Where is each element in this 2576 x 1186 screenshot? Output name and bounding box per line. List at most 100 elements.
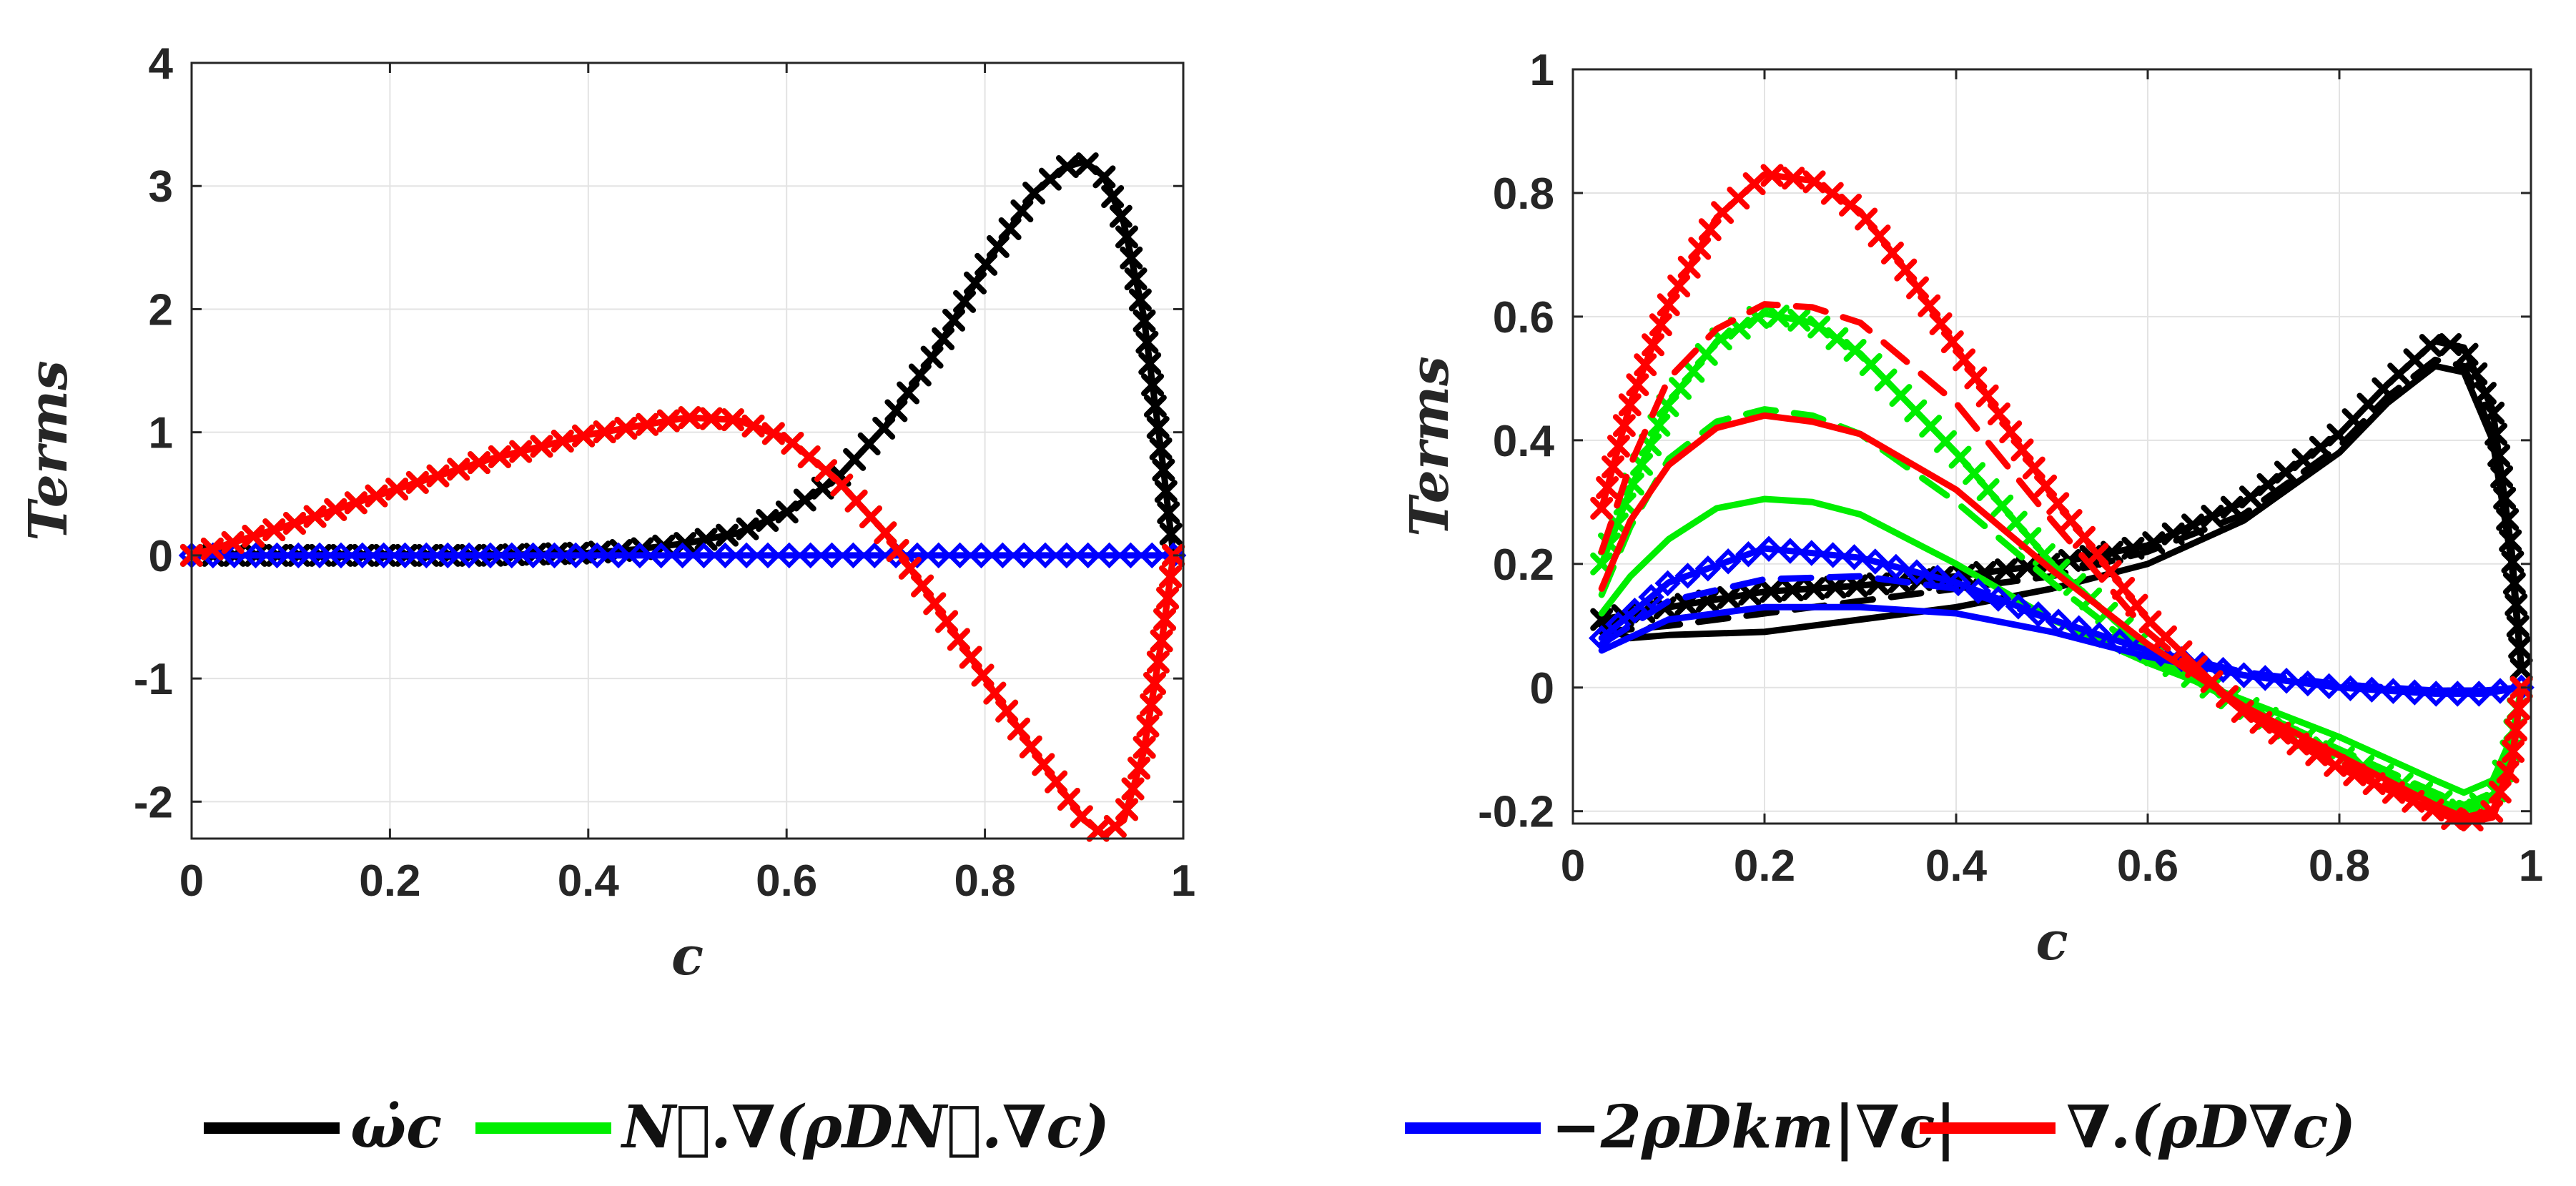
- x-tick-label: 0: [179, 856, 204, 906]
- x-marker: [1642, 333, 1665, 357]
- diamond-marker: [754, 542, 781, 569]
- x-marker: [2309, 435, 2332, 459]
- x-marker: [1782, 167, 1805, 190]
- x-marker: [1124, 267, 1148, 291]
- x-marker: [1132, 736, 1156, 759]
- x-marker: [324, 498, 347, 521]
- y-tick-label: 1: [149, 409, 173, 458]
- x-marker: [1802, 577, 1826, 601]
- diamond-marker: [1714, 548, 1742, 575]
- x-marker: [897, 381, 920, 405]
- x-marker: [1987, 402, 2010, 425]
- x-marker: [1940, 330, 1964, 354]
- x-marker: [1742, 172, 1766, 195]
- diamond-marker: [1096, 542, 1122, 569]
- x-marker: [716, 523, 739, 547]
- x-marker: [1092, 165, 1116, 189]
- x-marker: [811, 476, 834, 500]
- diamond-marker: [2045, 608, 2072, 635]
- x-marker: [1781, 578, 1805, 602]
- y-tick-label: 0.6: [1493, 293, 1554, 342]
- x-marker: [775, 500, 799, 524]
- x-marker: [971, 663, 995, 687]
- x-marker: [1823, 575, 1847, 599]
- x-marker: [953, 290, 977, 313]
- x-marker: [2305, 743, 2329, 766]
- x-marker: [1045, 770, 1068, 794]
- diamond-marker: [1117, 542, 1144, 569]
- x-marker: [1010, 199, 1034, 223]
- diamond-marker: [477, 542, 504, 569]
- diamond-marker: [1841, 544, 1867, 570]
- diamond-marker: [434, 542, 461, 569]
- x-marker: [886, 539, 909, 563]
- x-marker: [2460, 809, 2484, 832]
- x-marker: [636, 412, 659, 436]
- diamond-marker: [413, 542, 440, 569]
- x-marker: [2231, 700, 2254, 723]
- x-marker: [1717, 585, 1740, 609]
- diamond-marker: [2086, 621, 2113, 648]
- diamond-marker: [1882, 553, 1910, 580]
- diamond-marker: [947, 542, 973, 569]
- x-marker: [2382, 781, 2405, 804]
- diamond-marker: [1862, 548, 1889, 575]
- x-marker: [2496, 508, 2520, 531]
- y-tick-label: -0.2: [1478, 788, 1554, 837]
- x-marker: [1618, 393, 1642, 417]
- x-tick-label: 1: [2519, 841, 2543, 891]
- x-marker: [1738, 583, 1762, 606]
- x-marker: [998, 217, 1022, 240]
- x-marker: [2507, 697, 2530, 721]
- x-marker: [1657, 293, 1680, 317]
- x-marker: [2506, 614, 2530, 638]
- diamond-marker: [541, 542, 568, 569]
- x-marker: [2268, 721, 2291, 745]
- x-tick-label: 0.6: [756, 856, 817, 906]
- x-marker: [2324, 753, 2347, 777]
- x-marker: [530, 435, 553, 458]
- x-marker: [1845, 574, 1868, 598]
- diamond-marker: [498, 542, 525, 569]
- diamond-marker: [776, 542, 803, 569]
- diamond-marker: [797, 542, 824, 569]
- x-tick-label: 0.2: [1734, 841, 1795, 891]
- x-marker: [942, 308, 966, 332]
- diamond-marker: [1010, 542, 1037, 569]
- x-marker: [2046, 492, 2070, 515]
- diamond-marker: [691, 542, 717, 569]
- diamond-marker: [1755, 535, 1782, 563]
- x-marker: [1150, 629, 1173, 653]
- diamond-marker: [1139, 542, 1165, 569]
- x-marker: [2496, 760, 2520, 784]
- x-marker: [741, 414, 765, 438]
- x-marker: [2501, 550, 2525, 574]
- x-marker: [2010, 438, 2034, 462]
- x-marker: [1999, 420, 2023, 444]
- x-marker: [1128, 288, 1152, 312]
- x-marker: [242, 525, 265, 548]
- x-marker: [2098, 560, 2122, 583]
- x-marker: [1032, 753, 1055, 776]
- diamond-marker: [520, 542, 546, 569]
- x-marker: [656, 409, 680, 433]
- diamond-marker: [1588, 625, 1615, 651]
- x-marker: [1820, 182, 1844, 205]
- x-marker: [1612, 414, 1636, 438]
- x-marker: [614, 416, 638, 440]
- diamond-marker: [1605, 611, 1632, 638]
- diamond-marker: [1924, 564, 1951, 591]
- diamond-marker: [819, 542, 845, 569]
- x-marker: [1156, 586, 1180, 610]
- x-marker: [1143, 672, 1167, 696]
- x-marker: [1103, 815, 1127, 839]
- x-marker: [2455, 342, 2479, 366]
- diamond-marker: [840, 542, 867, 569]
- diamond-marker: [2380, 678, 2407, 704]
- x-marker: [1953, 348, 1976, 372]
- x-marker: [2484, 422, 2508, 446]
- diamond-marker: [327, 542, 355, 569]
- x-marker: [986, 234, 1010, 258]
- diamond-marker: [264, 542, 290, 569]
- x-marker: [1647, 413, 1671, 437]
